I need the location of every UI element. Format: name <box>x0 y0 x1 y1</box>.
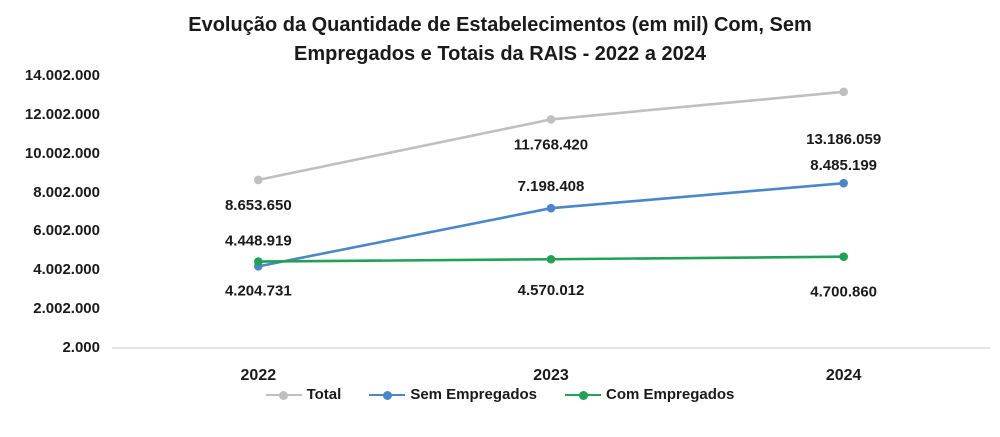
legend-marker-icon <box>565 389 602 400</box>
series-line-sem-empregados <box>258 181 844 268</box>
chart-title-line1: Evolução da Quantidade de Estabeleciment… <box>188 14 812 36</box>
data-label: 8.653.650 <box>225 197 292 214</box>
data-label: 4.448.919 <box>225 233 292 250</box>
legend-label: Total <box>306 386 342 403</box>
chart-title: Evolução da Quantidade de Estabeleciment… <box>0 11 1000 69</box>
y-tick-label: 12.002.000 <box>24 105 100 123</box>
legend-marker-icon <box>265 389 302 400</box>
y-tick-label: 8.002.000 <box>33 183 100 201</box>
data-label: 11.768.420 <box>514 136 588 153</box>
data-label: 4.204.731 <box>225 282 292 299</box>
data-label: 4.570.012 <box>518 282 585 299</box>
legend-item: Com Empregados <box>565 386 734 403</box>
legend-label: Sem Empregados <box>410 386 538 403</box>
y-tick-label: 6.002.000 <box>33 222 100 240</box>
data-point <box>839 87 848 97</box>
data-point <box>254 175 263 185</box>
x-tick-label: 2023 <box>533 367 569 384</box>
legend-label: Com Empregados <box>606 386 735 403</box>
x-tick-label: 2022 <box>240 367 277 384</box>
data-point <box>254 257 263 266</box>
y-tick-label: 10.002.000 <box>24 144 100 162</box>
data-label: 7.198.408 <box>518 178 585 195</box>
y-tick-label: 2.000 <box>62 339 100 356</box>
x-tick-label: 2024 <box>825 367 862 384</box>
legend: Total Sem Empregados Com Empregados <box>0 386 1000 403</box>
legend-item: Total <box>265 386 342 403</box>
data-point <box>839 252 848 262</box>
data-point <box>546 254 556 264</box>
data-label: 8.485.199 <box>810 157 877 174</box>
legend-item: Sem Empregados <box>369 386 537 403</box>
data-point <box>839 178 848 188</box>
data-point <box>546 203 556 213</box>
y-tick-label: 14.002.000 <box>24 67 100 84</box>
y-tick-label: 2.002.000 <box>33 300 100 318</box>
data-label: 13.186.059 <box>806 131 881 148</box>
data-point <box>546 115 556 124</box>
chart-title-line2: Empregados e Totais da RAIS - 2022 a 202… <box>293 43 707 65</box>
legend-marker-icon <box>369 389 406 400</box>
y-tick-label: 4.002.000 <box>33 261 100 279</box>
data-label: 4.700.860 <box>810 284 877 301</box>
